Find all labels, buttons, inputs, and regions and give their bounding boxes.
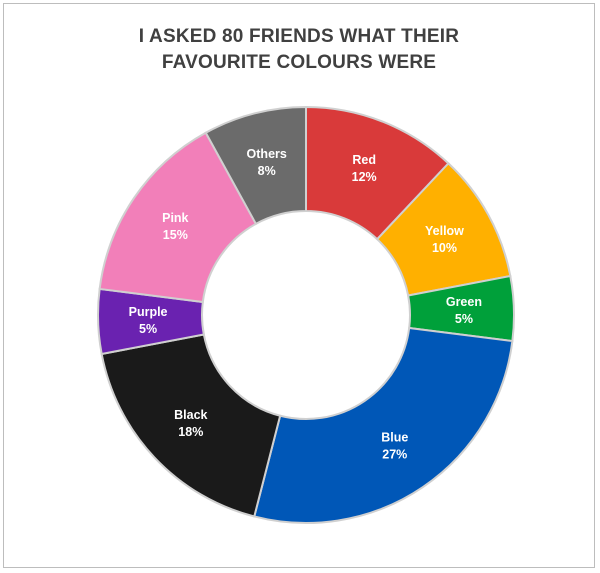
slice-black	[100, 333, 282, 518]
slice-others	[204, 105, 307, 226]
chart-title-line-2: FAVOURITE COLOURS WERE	[161, 52, 437, 73]
label-others: Others 8%	[247, 147, 287, 178]
label-purple: Purple 5%	[129, 305, 168, 336]
doughnut-labels: Red 12% Yellow 10% Green 5% Blue 27% Black 18% Pur…	[129, 147, 482, 462]
label-green: Green 5%	[446, 295, 482, 326]
label-yellow: Yellow 10%	[425, 224, 464, 255]
label-pink: Pink 15%	[162, 211, 188, 242]
label-blue: Blue 27%	[381, 431, 408, 462]
label-red: Red 12%	[352, 153, 377, 184]
chart-title-line-1: I ASKED 80 FRIENDS WHAT THEIR	[138, 26, 460, 47]
label-black: Black 18%	[174, 408, 207, 439]
slice-pink	[98, 131, 258, 304]
slice-blue	[253, 326, 514, 524]
doughnut-slices	[97, 105, 515, 524]
